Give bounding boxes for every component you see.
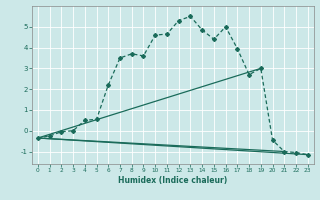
X-axis label: Humidex (Indice chaleur): Humidex (Indice chaleur) xyxy=(118,176,228,185)
